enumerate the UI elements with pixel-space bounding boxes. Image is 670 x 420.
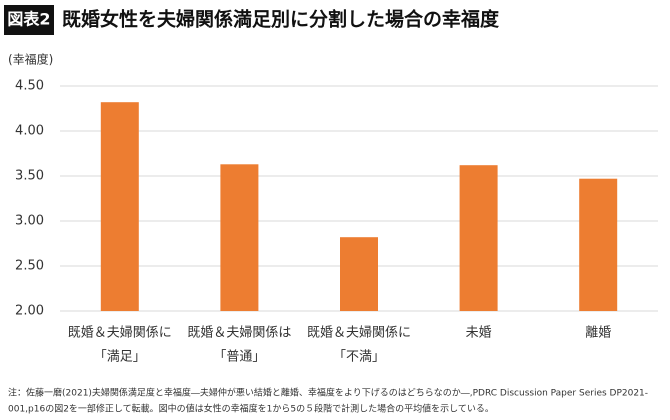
note: 001,p16の図2を一部修正して転載。図中の値は女性の幸福度を1から5の５段階… xyxy=(8,403,494,415)
x-tick-label: 既婚＆夫婦関係は xyxy=(187,325,291,341)
bar xyxy=(579,178,618,311)
x-tick-label: 「普通」 xyxy=(213,350,265,365)
x-tick-label: 「満足」 xyxy=(94,350,146,365)
chart-title: 既婚女性を夫婦関係満足別に分割した場合の幸福度 xyxy=(62,8,500,31)
bar xyxy=(340,237,378,311)
y-tick-label: 4.00 xyxy=(15,124,44,139)
y-tick-label: 3.00 xyxy=(15,214,44,229)
y-tick-label: 2.50 xyxy=(15,259,44,274)
x-tick-label: 既婚＆夫婦関係に xyxy=(307,325,411,341)
x-tick-label: 「不満」 xyxy=(333,350,385,365)
badge-bg xyxy=(4,5,54,35)
x-tick-label: 離婚 xyxy=(585,326,611,341)
y-axis-label: (幸福度) xyxy=(8,52,53,67)
badge: 図表2 xyxy=(7,10,50,29)
bar xyxy=(459,165,498,311)
x-tick-label: 既婚＆夫婦関係に xyxy=(68,325,172,341)
y-tick-label: 2.00 xyxy=(15,304,44,319)
note: 注：佐藤一磨(2021)夫婦関係満足度と幸福度―夫婦仲が悪い結婚と離婚、幸福度を… xyxy=(8,387,648,399)
bar xyxy=(100,102,139,311)
y-tick-label: 4.50 xyxy=(15,79,44,94)
x-tick-label: 未婚 xyxy=(466,326,492,341)
y-tick-label: 3.50 xyxy=(15,169,44,184)
bar xyxy=(220,164,259,311)
